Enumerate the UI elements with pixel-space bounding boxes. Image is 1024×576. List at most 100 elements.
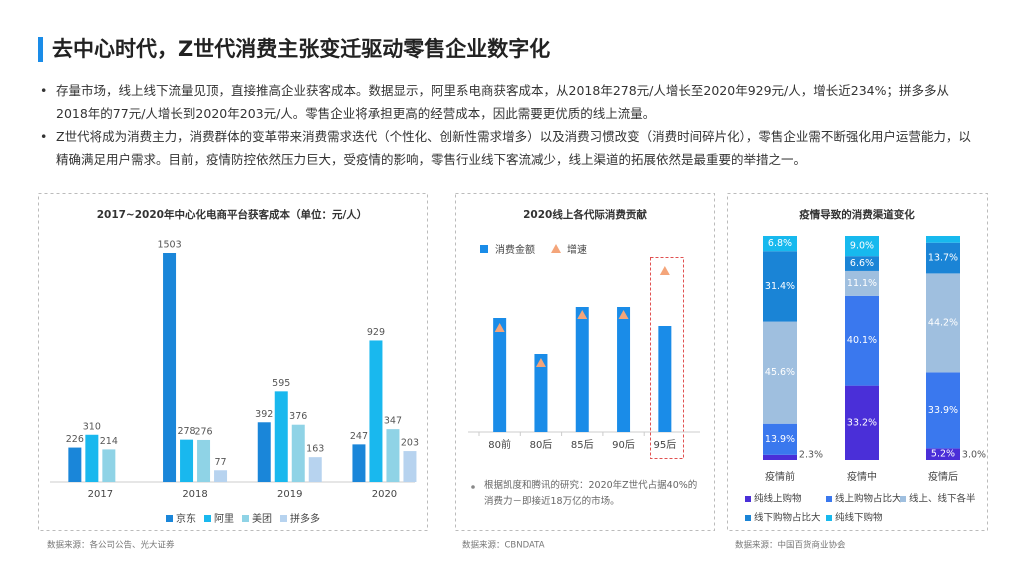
- legend-swatch: [551, 244, 561, 253]
- data-label: 203: [401, 438, 419, 449]
- bullet: Z世代将成为消费主力，消费群体的变革带来消费需求迭代（个性化、创新性需求增多）以…: [40, 125, 980, 171]
- bar-segment: [845, 270, 879, 296]
- bar: [308, 457, 322, 482]
- chart-title: 2020线上各代际消费贡献: [523, 208, 647, 221]
- data-label: 13.7%: [928, 253, 958, 264]
- bar: [369, 340, 383, 482]
- bullet: 存量市场，线上线下流量见顶，直接推高企业获客成本。数据显示，阿里系电商获客成本，…: [40, 79, 980, 125]
- data-label: 278: [177, 426, 195, 437]
- x-tick-label: 95后: [653, 439, 676, 451]
- bar-segment: [763, 454, 797, 460]
- bar: [575, 307, 589, 432]
- bar-segment: [926, 273, 960, 373]
- data-label: 44.2%: [928, 317, 958, 328]
- annotation: 根据凯度和腾讯的研究：2020年Z世代占据40%的消费力－即接近18万亿的市场。: [484, 480, 698, 507]
- bar: [197, 439, 211, 482]
- bar-segment: [763, 423, 797, 455]
- data-label: 13.9%: [765, 434, 795, 445]
- x-tick-label: 80后: [530, 439, 553, 451]
- bar: [617, 307, 631, 432]
- legend-label: 纯线下购物: [835, 512, 883, 524]
- legend-label: 线上、线下各半: [909, 493, 976, 505]
- bar: [386, 429, 400, 482]
- data-label: 33.2%: [847, 417, 877, 428]
- x-tick-label: 疫情前: [765, 470, 795, 483]
- x-tick-label: 85后: [571, 439, 594, 451]
- x-tick-label: 疫情中: [847, 470, 877, 483]
- bar: [102, 449, 116, 482]
- bar: [214, 470, 228, 482]
- bar: [534, 354, 548, 432]
- panel: [455, 193, 715, 531]
- data-label: 33.9%: [928, 405, 958, 416]
- source: 数据来源：中国百货商业协会: [735, 540, 846, 551]
- legend-label: 消费金额: [495, 243, 535, 256]
- bar: [658, 326, 672, 432]
- legend-swatch: [826, 496, 832, 502]
- legend-swatch: [166, 515, 173, 522]
- marker: [618, 310, 629, 319]
- marker: [659, 266, 670, 275]
- x-tick-label: 90后: [612, 439, 635, 451]
- marker: [577, 310, 588, 319]
- data-label: 11.1%: [847, 278, 877, 289]
- note-bullet: [471, 485, 475, 489]
- bar-segment: [926, 242, 960, 274]
- bar: [274, 391, 288, 482]
- data-label: 247: [350, 431, 368, 442]
- bar: [493, 318, 507, 432]
- data-label: 31.4%: [765, 281, 795, 292]
- title-accent: [38, 37, 43, 62]
- data-label: 2.3%: [799, 450, 823, 461]
- highlight-box: [650, 257, 684, 459]
- legend-label: 美团: [252, 512, 272, 525]
- source: 数据来源：各公司公告、光大证券: [47, 540, 175, 551]
- chart-title: 2017~2020年中心化电商平台获客成本（单位：元/人）: [97, 208, 368, 221]
- x-tick-label: 2019: [277, 489, 302, 500]
- legend-swatch: [745, 496, 751, 502]
- data-label: 3.0%: [962, 450, 986, 461]
- data-label: 6.6%: [850, 258, 874, 269]
- bar-segment: [926, 236, 960, 243]
- slide-title: 去中心时代，Z世代消费主张变迁驱动零售企业数字化: [52, 37, 550, 61]
- data-label: 9.0%: [850, 241, 874, 252]
- bar-segment: [845, 385, 879, 460]
- data-label: 376: [289, 411, 307, 422]
- bar-segment: [763, 321, 797, 424]
- legend-swatch: [242, 515, 249, 522]
- legend-label: 拼多多: [290, 512, 320, 525]
- legend-swatch: [745, 515, 751, 521]
- bullet-list: 存量市场，线上线下流量见顶，直接推高企业获客成本。数据显示，阿里系电商获客成本，…: [40, 79, 980, 171]
- bar-segment: [845, 295, 879, 386]
- data-label: 276: [194, 426, 212, 437]
- legend-swatch: [480, 245, 488, 253]
- x-tick-label: 2020: [372, 489, 397, 500]
- data-label: 5.2%: [931, 449, 955, 460]
- legend-swatch: [204, 515, 211, 522]
- legend-label: 阿里: [214, 513, 234, 525]
- legend-swatch: [826, 515, 832, 521]
- data-label: 595: [272, 378, 290, 389]
- bar: [291, 424, 305, 482]
- data-label: 310: [83, 421, 101, 432]
- x-tick-label: 2017: [88, 489, 113, 500]
- x-tick-label: 2018: [182, 489, 207, 500]
- data-label: 214: [100, 436, 118, 447]
- bar: [68, 447, 82, 482]
- legend-swatch: [280, 515, 287, 522]
- data-label: 163: [306, 444, 324, 455]
- data-label: 6.8%: [768, 238, 792, 249]
- bar: [180, 439, 194, 482]
- bar-segment: [926, 448, 960, 460]
- chart-title: 疫情导致的消费渠道变化: [799, 208, 915, 221]
- bar: [85, 434, 99, 482]
- data-label: 929: [367, 327, 385, 338]
- legend-swatch: [900, 496, 906, 502]
- legend-label: 线下购物占比大: [754, 512, 821, 524]
- legend-label: 增速: [567, 243, 587, 256]
- bar-segment: [845, 236, 879, 257]
- panel: [38, 193, 428, 531]
- bar: [403, 451, 417, 482]
- data-label: 392: [255, 409, 273, 420]
